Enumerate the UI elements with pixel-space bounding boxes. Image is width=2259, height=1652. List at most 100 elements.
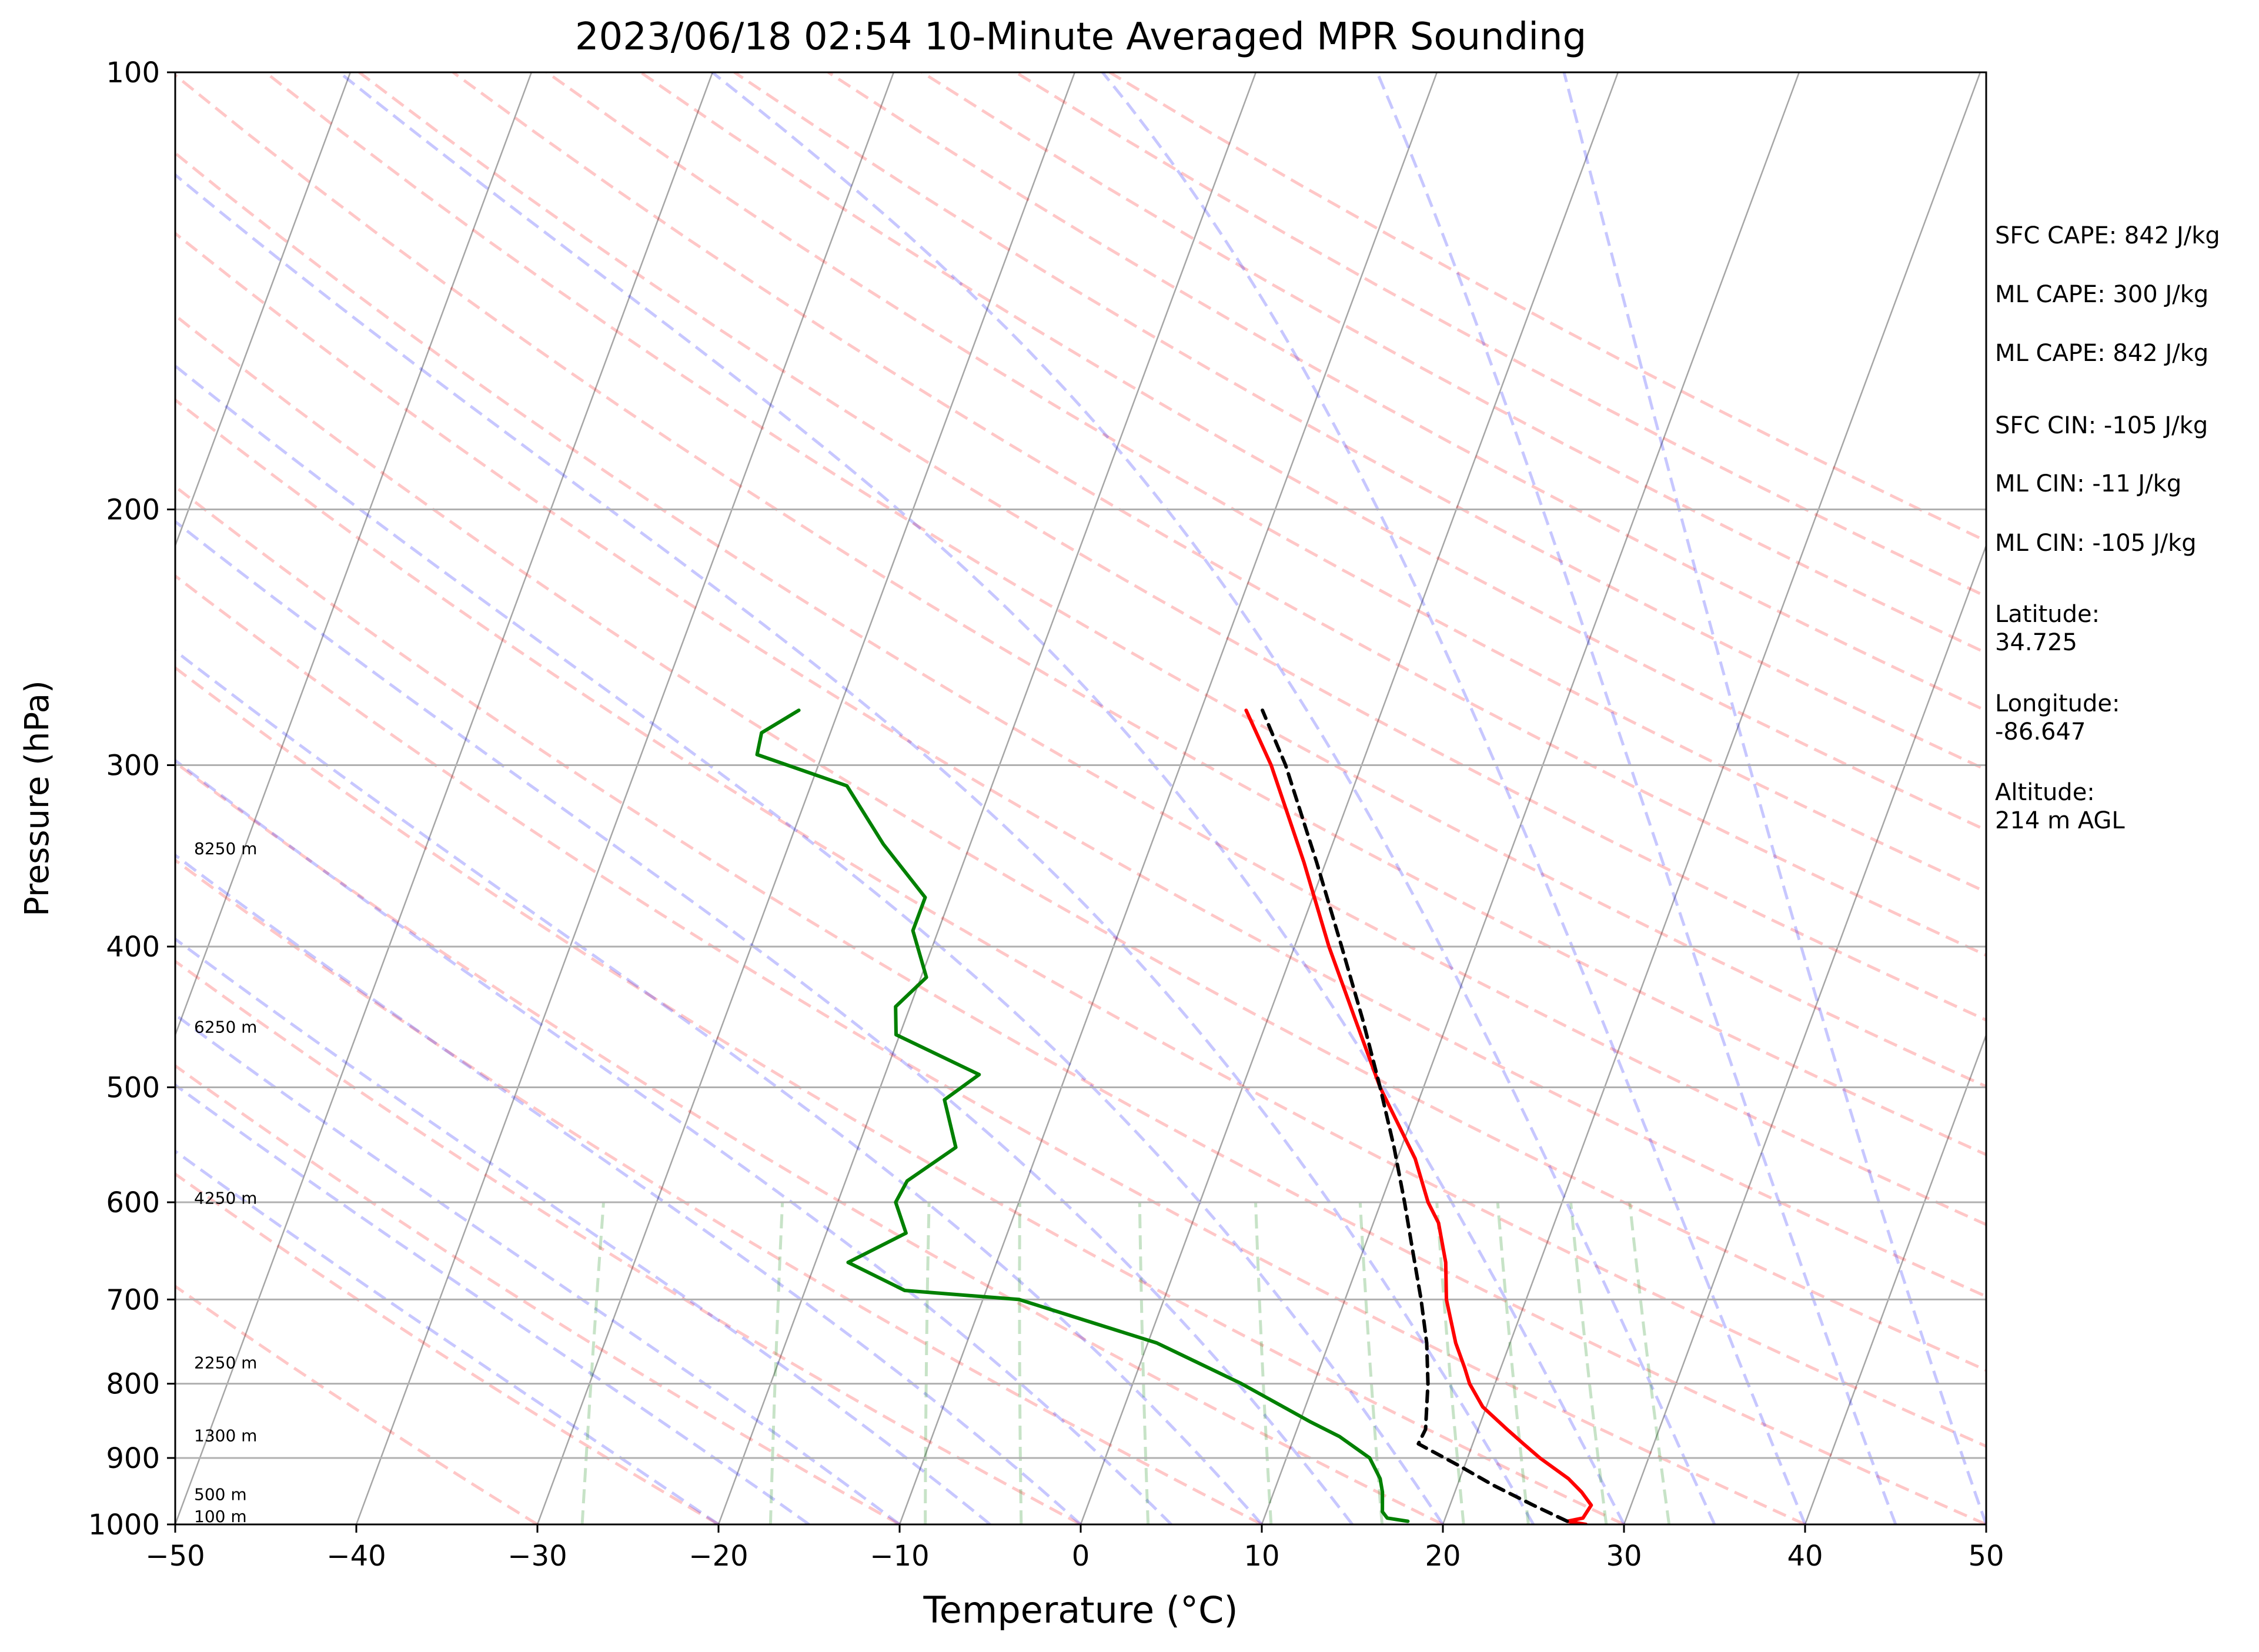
moist-adiabat-line [175,1149,720,1524]
height-label: 8250 m [194,839,257,858]
isotherm-line [355,72,895,1524]
chart-title: 2023/06/18 02:54 10-Minute Averaged MPR … [575,15,1586,59]
moist-adiabat-line [175,1083,810,1524]
x-tick-label: −20 [689,1540,748,1573]
dewpoint-line [755,708,1410,1523]
moist-adiabat-line [175,758,1172,1524]
x-tick-label: 10 [1244,1540,1279,1573]
dry-adiabat-line [546,72,1986,894]
dry-adiabat-line [175,760,1444,1524]
height-label: 2250 m [194,1353,257,1373]
y-tick-label: 1000 [88,1509,160,1541]
dry-adiabat-line [175,574,1806,1524]
parcel-line [1261,708,1569,1523]
dry-adiabat-line [452,72,1986,957]
height-label: 6250 m [194,1017,257,1036]
moist-adiabat-line [1562,72,1986,1524]
moist-adiabat-line [1101,72,1807,1524]
mixing-ratio-line [1018,1202,1023,1524]
y-axis-label: Pressure (hPa) [18,680,56,917]
isotherm-line [1623,543,1986,1524]
dry-adiabat-line [175,398,1986,1448]
dry-adiabat-line [175,858,1263,1524]
isotherm-line [1261,72,1800,1524]
sfc-cin: SFC CIN: -105 J/kg [1995,412,2208,439]
x-tick-label: −40 [326,1540,386,1573]
x-tick-label: 20 [1425,1540,1461,1573]
y-tick-label: 300 [106,749,160,782]
longitude-label: Longitude: [1995,690,2120,717]
y-tick-label: 100 [106,56,160,89]
moist-adiabat-line [175,364,1445,1524]
dry-adiabat-line [175,231,1986,1298]
x-tick-label: 30 [1606,1540,1642,1573]
moist-adiabat-line [711,72,1716,1524]
ml-cin-1: ML CIN: -11 J/kg [1995,470,2181,497]
sfc-cape: SFC CAPE: 842 J/kg [1995,222,2220,249]
x-tick-label: 0 [1072,1540,1090,1573]
y-tick-label: 800 [106,1368,160,1401]
moist-adiabat-line [175,1013,901,1524]
isotherm-line [175,72,533,1038]
dry-adiabat-line [175,1284,539,1524]
x-axis-label: Temperature (°C) [923,1589,1238,1631]
isotherm-line [1442,72,1981,1524]
isotherm-line [175,72,714,1524]
isotherm-line [717,72,1257,1524]
dry-adiabat-line [358,72,1986,1022]
plot-frame [174,71,1987,1526]
moist-adiabat-line [338,72,1626,1524]
mixing-ratio-line [1496,1202,1530,1524]
y-tick-label: 700 [106,1283,160,1316]
mixing-ratio-line [1569,1202,1608,1524]
moist-adiabat-line [175,853,1082,1524]
mixing-ratio-line [1254,1202,1273,1524]
height-labels: 100 m 500 m 1300 m 2250 m 4250 m 6250 m 8250 m [194,839,257,1526]
data-series [755,708,1593,1524]
height-label: 100 m [194,1507,247,1526]
altitude-label: Altitude: [1995,779,2095,806]
x-tick-label: −10 [870,1540,929,1573]
y-tick-label: 900 [106,1442,160,1475]
isotherm-line [898,72,1438,1524]
height-label: 4250 m [194,1189,257,1208]
dry-adiabat-line [264,72,1986,1088]
dry-adiabat-line [640,72,1986,832]
height-label: 500 m [194,1485,247,1504]
ml-cin-2: ML CIN: -105 J/kg [1995,530,2197,557]
dry-adiabat-line [175,73,1986,1156]
x-tick-label: 50 [1968,1540,2004,1573]
background-lines [175,72,1986,1524]
isotherm-line [1080,72,1619,1524]
ml-cape-1: ML CAPE: 300 J/kg [1995,281,2208,308]
latitude-label: Latitude: [1995,601,2100,628]
longitude-value: -86.647 [1995,718,2086,745]
ml-cape-2: ML CAPE: 842 J/kg [1995,340,2208,367]
mixing-ratio-line [580,1202,605,1524]
mixing-ratio-line [1628,1202,1671,1524]
x-axis-ticks: −50 −40 −30 −20 −10 0 10 20 30 40 50 [145,1524,2004,1573]
moist-adiabat-line [175,648,1263,1524]
info-panel: SFC CAPE: 842 J/kg ML CAPE: 300 J/kg ML … [1995,222,2220,834]
latitude-value: 34.725 [1995,629,2077,656]
dry-adiabat-line [175,313,1986,1372]
dry-adiabat-line [175,959,1082,1524]
height-label: 1300 m [194,1426,257,1446]
dry-adiabat-line [175,1172,720,1524]
moist-adiabat-line [1375,72,1897,1524]
dry-adiabat-line [827,72,1986,713]
moist-adiabat-line [175,519,1354,1524]
dry-adiabat-line [921,72,1986,655]
isotherm-line [175,72,352,548]
x-tick-label: −50 [145,1540,205,1573]
y-axis-ticks: 100 200 300 400 500 600 700 800 900 1000 [88,56,175,1541]
altitude-value: 214 m AGL [1995,807,2125,834]
x-tick-label: −30 [507,1540,567,1573]
y-tick-label: 400 [106,931,160,964]
x-tick-label: 40 [1787,1540,1823,1573]
dry-adiabat-line [175,484,1986,1524]
y-tick-label: 200 [106,494,160,527]
y-tick-label: 600 [106,1186,160,1219]
mixing-ratio-line [1358,1202,1384,1524]
